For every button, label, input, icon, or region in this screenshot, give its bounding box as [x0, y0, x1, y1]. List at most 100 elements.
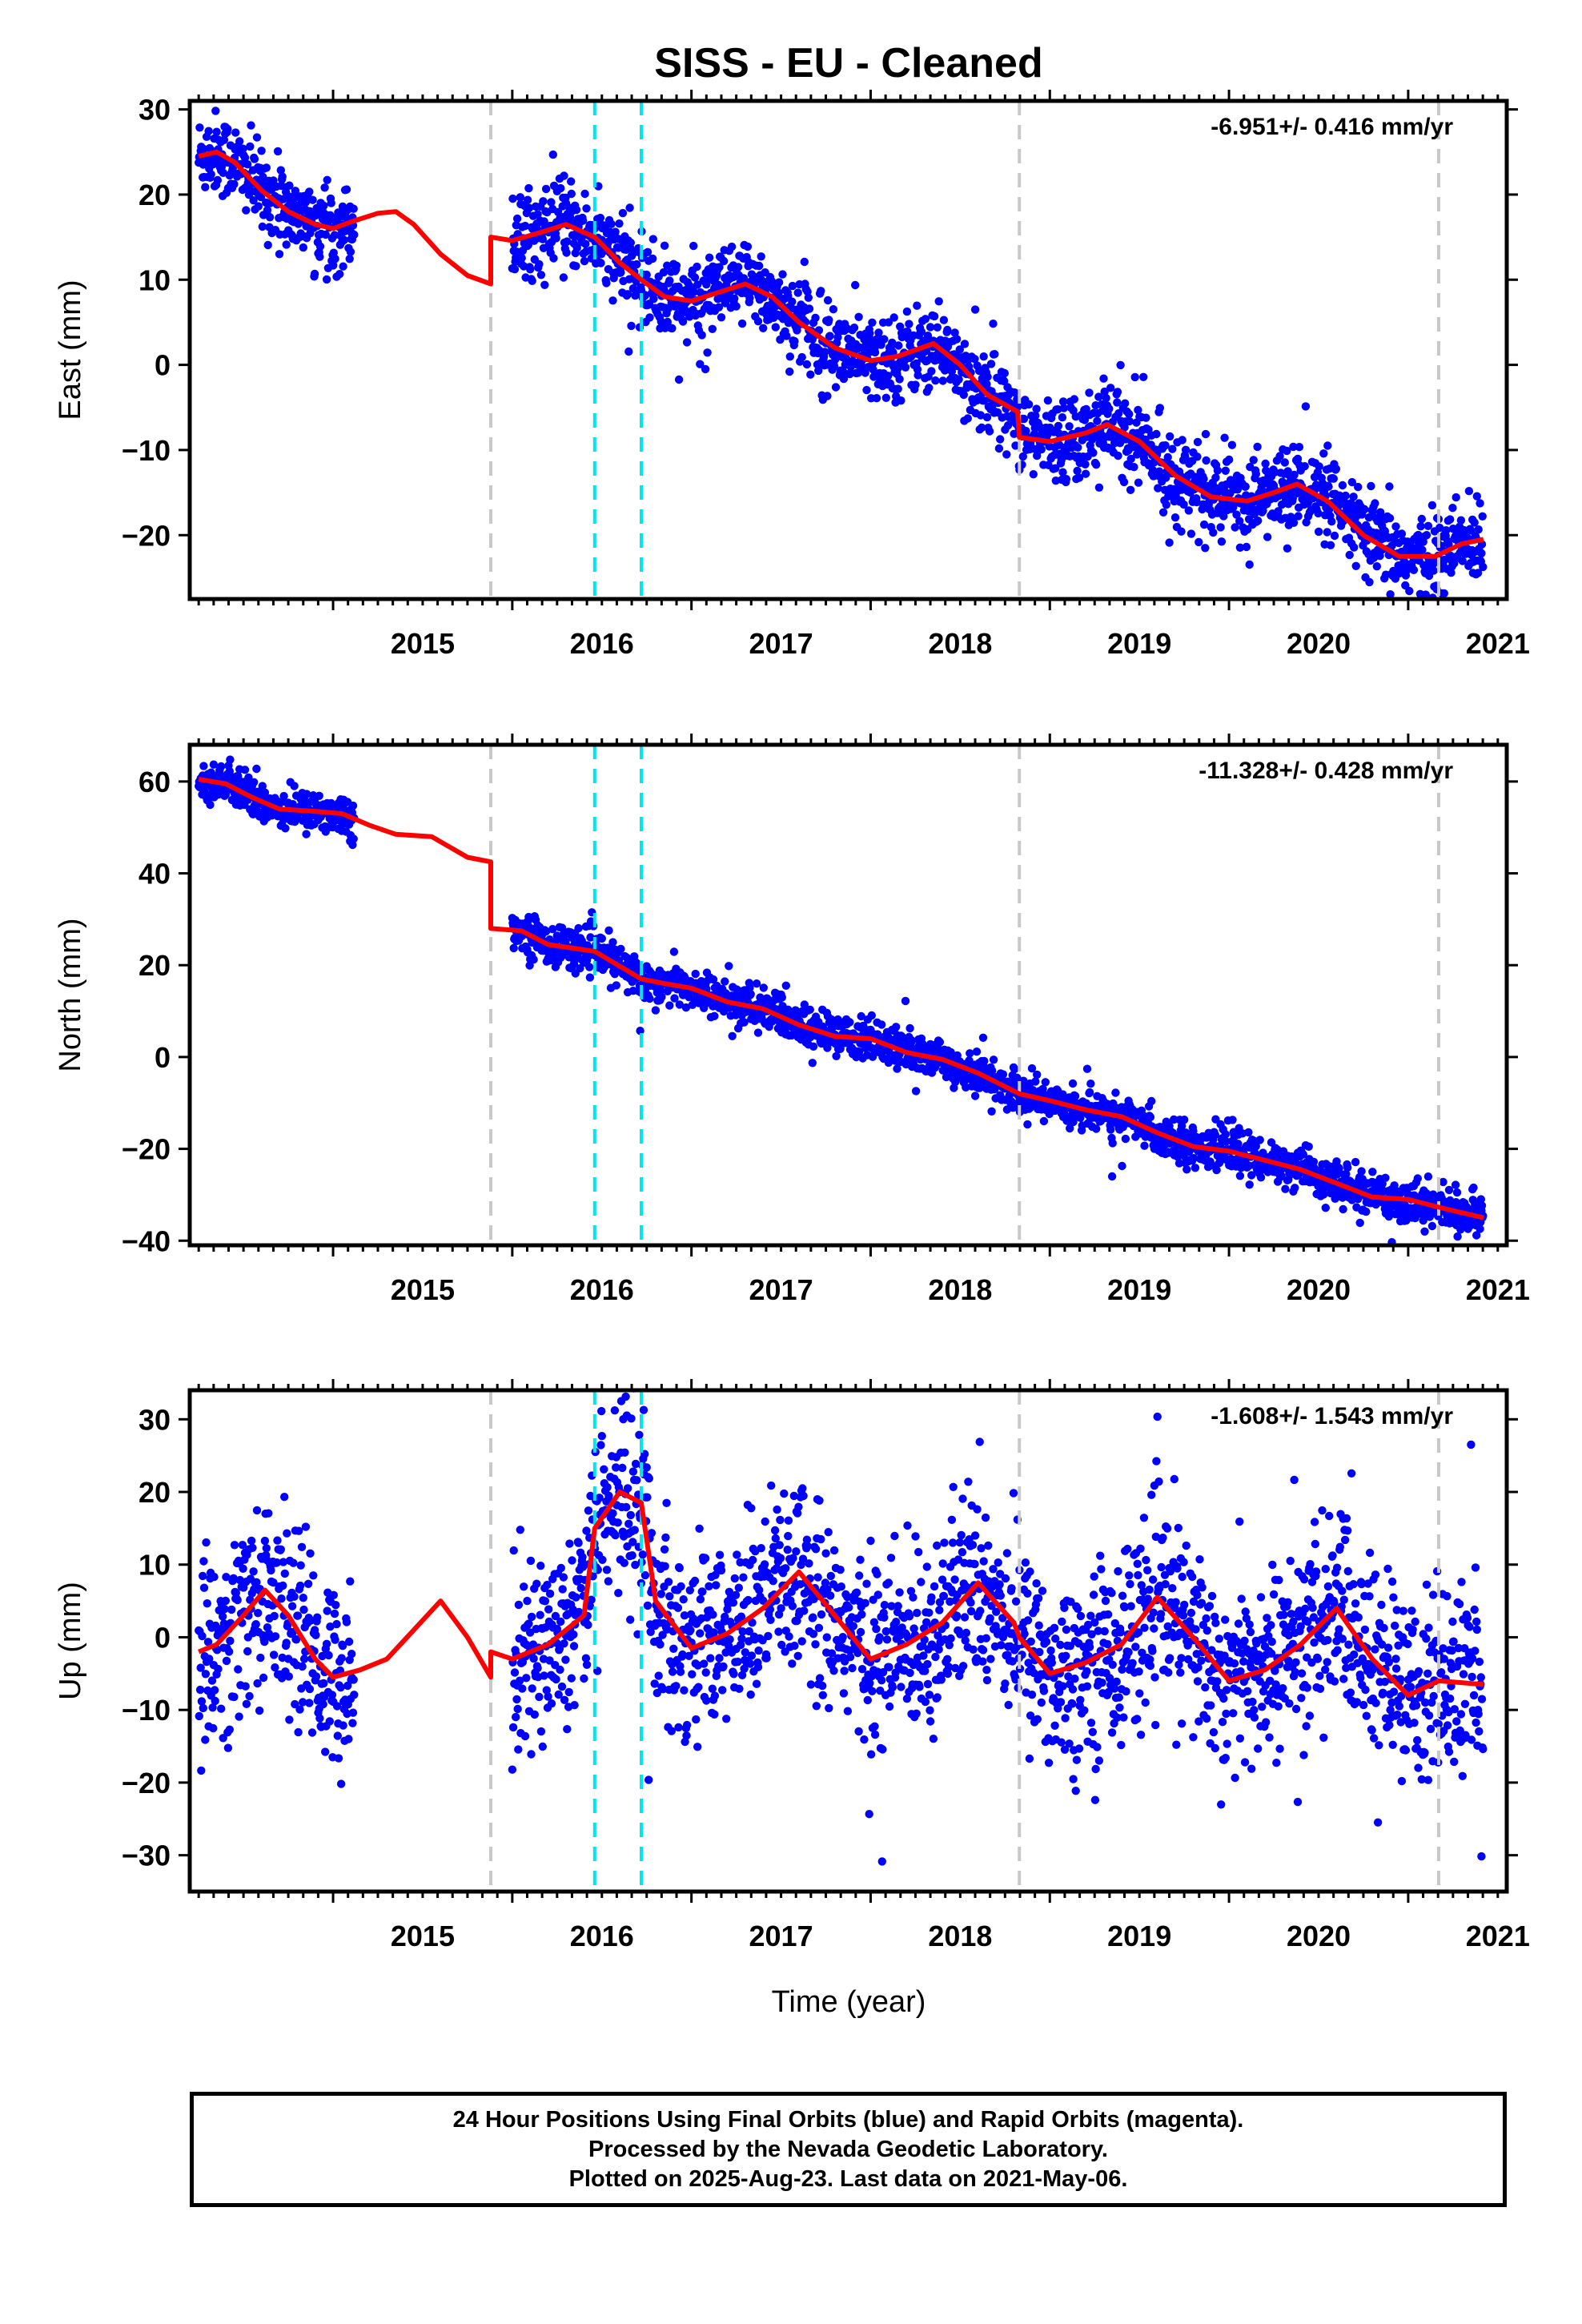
data-point [989, 320, 998, 328]
data-point [1081, 460, 1090, 468]
data-point [693, 262, 701, 271]
data-point [1222, 1137, 1231, 1146]
data-point [1099, 374, 1108, 383]
data-point [689, 241, 698, 251]
data-point [643, 247, 652, 256]
data-point [790, 336, 799, 346]
data-point [1025, 400, 1034, 409]
data-point [872, 394, 881, 403]
data-point [935, 1038, 945, 1047]
data-point [1059, 404, 1069, 412]
data-point [979, 352, 988, 361]
data-point [663, 261, 672, 270]
data-point [231, 128, 240, 137]
data-point [889, 313, 898, 322]
data-point [572, 243, 581, 252]
data-point [623, 290, 632, 299]
data-point [1022, 427, 1030, 436]
data-point [1199, 474, 1208, 484]
data-point [1367, 481, 1375, 491]
data-point [1195, 537, 1203, 547]
data-point [348, 801, 358, 810]
data-point [240, 153, 250, 163]
data-point [642, 270, 651, 279]
data-point [1146, 1112, 1155, 1122]
data-point [721, 977, 729, 986]
panel-frame-east [187, 99, 1509, 601]
data-point [1152, 429, 1161, 439]
data-point [938, 376, 947, 385]
data-point [1228, 1116, 1237, 1124]
data-point [1058, 468, 1067, 476]
data-point [1233, 485, 1243, 494]
data-point [1069, 1117, 1078, 1127]
data-point [1274, 507, 1283, 516]
data-point [678, 317, 688, 326]
data-point [1357, 1167, 1366, 1176]
data-point [986, 360, 996, 368]
data-point [250, 155, 259, 163]
data-point [905, 1023, 914, 1033]
data-point [719, 256, 729, 266]
data-point [201, 1735, 210, 1744]
data-point [556, 183, 565, 193]
data-point [290, 782, 299, 790]
data-point [539, 197, 548, 206]
data-point [201, 183, 210, 191]
data-point [349, 834, 358, 843]
data-point [966, 1049, 974, 1058]
x-tick-label: 2017 [749, 1273, 813, 1306]
data-point [1184, 506, 1194, 515]
data-point [972, 1047, 982, 1056]
data-point [665, 276, 674, 285]
data-point [1220, 433, 1229, 442]
data-point [1275, 452, 1284, 460]
data-point [849, 324, 859, 332]
data-point [339, 262, 347, 271]
data-point [252, 764, 261, 774]
data-point [1235, 1172, 1245, 1180]
data-point [1027, 1063, 1037, 1073]
data-point [602, 279, 611, 287]
data-point [923, 332, 933, 340]
x-tick-label: 2017 [749, 627, 813, 660]
data-point [1170, 513, 1180, 522]
data-point [746, 990, 755, 999]
data-point [582, 204, 591, 213]
data-point [1114, 451, 1122, 460]
data-point [1119, 477, 1129, 487]
data-point [1092, 460, 1101, 469]
data-point [249, 196, 258, 205]
data-point [1081, 469, 1090, 478]
data-point [632, 259, 641, 269]
data-point [1349, 493, 1358, 501]
data-point [345, 255, 354, 263]
data-point [562, 248, 571, 257]
data-point [1116, 360, 1125, 370]
data-point [1368, 1168, 1377, 1176]
data-point [1211, 1130, 1220, 1140]
data-point [1126, 485, 1135, 494]
data-point [1249, 456, 1258, 464]
data-point [559, 273, 568, 282]
data-point [1062, 475, 1071, 484]
data-point [1186, 529, 1196, 538]
data-point [346, 247, 355, 256]
data-point [315, 252, 324, 261]
data-point [1193, 452, 1202, 461]
data-point [934, 297, 943, 306]
data-point [880, 335, 889, 344]
data-point [1323, 441, 1332, 450]
data-point [1225, 455, 1234, 464]
data-point [907, 1037, 916, 1047]
x-tick-label: 2019 [1107, 627, 1171, 660]
data-point [1386, 590, 1395, 599]
data-point [211, 107, 220, 115]
data-point [728, 1031, 737, 1041]
data-point [825, 316, 833, 324]
data-point [901, 363, 910, 372]
data-point [1335, 1164, 1343, 1173]
data-point [1280, 458, 1290, 467]
data-point [996, 435, 1005, 444]
